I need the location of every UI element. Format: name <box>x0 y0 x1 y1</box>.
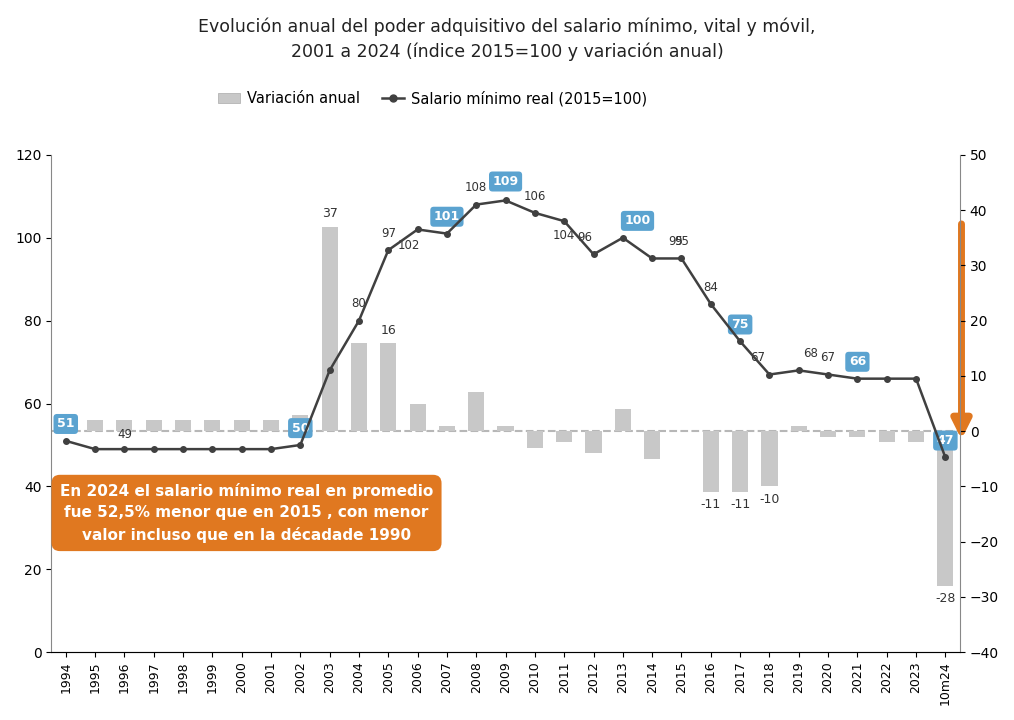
Text: 96: 96 <box>577 231 592 244</box>
Bar <box>439 426 455 431</box>
Text: 104: 104 <box>553 229 575 242</box>
Bar <box>233 420 249 431</box>
Bar <box>791 426 807 431</box>
Text: 108: 108 <box>465 181 488 194</box>
Text: -10: -10 <box>759 492 780 505</box>
Text: Evolución anual del poder adquisitivo del salario mínimo, vital y móvil,
2001 a : Evolución anual del poder adquisitivo de… <box>199 18 815 60</box>
Bar <box>498 426 514 431</box>
Bar <box>117 420 133 431</box>
Text: 67: 67 <box>750 351 766 364</box>
Text: 75: 75 <box>731 318 749 331</box>
Bar <box>410 403 426 431</box>
Bar <box>762 431 778 487</box>
Text: 95: 95 <box>674 235 689 248</box>
Bar <box>556 431 572 442</box>
Text: 16: 16 <box>380 323 396 336</box>
Text: 80: 80 <box>352 297 366 310</box>
Bar <box>527 431 542 448</box>
Text: 101: 101 <box>434 210 460 223</box>
Bar <box>58 415 74 431</box>
Text: 109: 109 <box>493 175 518 188</box>
Bar <box>204 420 220 431</box>
Bar <box>321 227 338 431</box>
Bar <box>468 392 485 431</box>
Text: 49: 49 <box>117 428 132 441</box>
Bar <box>380 343 396 431</box>
Bar <box>850 431 866 437</box>
Text: 84: 84 <box>704 281 718 294</box>
Text: 50: 50 <box>292 422 309 435</box>
Bar <box>614 409 631 431</box>
Text: 37: 37 <box>321 207 338 220</box>
Bar <box>263 420 279 431</box>
Text: 66: 66 <box>849 355 866 369</box>
Text: En 2024 el salario mínimo real en promedio
fue 52,5% menor que en 2015 , con men: En 2024 el salario mínimo real en promed… <box>60 483 433 543</box>
Bar <box>732 431 748 492</box>
Text: 47: 47 <box>937 434 954 447</box>
Text: 102: 102 <box>397 239 420 252</box>
Bar <box>585 431 601 454</box>
Bar <box>292 415 308 431</box>
Legend: Variación anual, Salario mínimo real (2015=100): Variación anual, Salario mínimo real (20… <box>212 85 653 112</box>
Bar <box>703 431 719 492</box>
Bar <box>879 431 894 442</box>
Bar <box>351 343 367 431</box>
Bar <box>175 420 191 431</box>
Bar <box>908 431 924 442</box>
Text: 106: 106 <box>523 189 547 202</box>
Text: -11: -11 <box>701 498 721 511</box>
Text: -28: -28 <box>935 592 955 605</box>
Text: 67: 67 <box>820 351 836 364</box>
Bar <box>87 420 103 431</box>
Text: 68: 68 <box>803 347 818 360</box>
Text: 51: 51 <box>57 418 74 431</box>
Text: 100: 100 <box>625 215 651 228</box>
Text: 97: 97 <box>381 227 395 240</box>
Text: 95: 95 <box>668 235 683 248</box>
Bar <box>820 431 837 437</box>
Bar <box>146 420 162 431</box>
Text: -11: -11 <box>730 498 750 511</box>
Bar <box>937 431 953 586</box>
Bar <box>644 431 660 459</box>
